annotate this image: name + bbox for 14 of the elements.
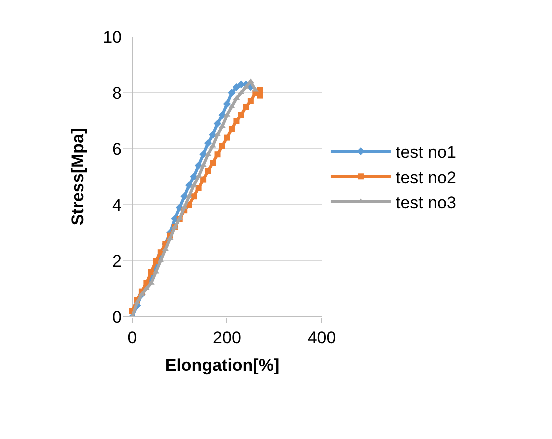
x-tick-label: 200 — [213, 328, 242, 348]
y-tick-label: 8 — [112, 84, 122, 103]
y-tick-label: 4 — [112, 196, 122, 215]
legend-label: test no2 — [396, 168, 456, 188]
y-tick-label: 0 — [112, 308, 122, 327]
x-axis-title: Elongation[%] — [165, 356, 280, 375]
x-tick-label: 400 — [308, 328, 336, 348]
y-axis-title: Stress[Mpa] — [68, 128, 88, 226]
y-tick-label: 2 — [112, 252, 122, 271]
legend-label: test no1 — [396, 143, 456, 162]
y-tick-label: 6 — [112, 140, 122, 159]
y-tick-label: 10 — [103, 28, 122, 47]
legend-label: test no3 — [396, 193, 456, 212]
x-tick-label: 0 — [128, 328, 138, 348]
